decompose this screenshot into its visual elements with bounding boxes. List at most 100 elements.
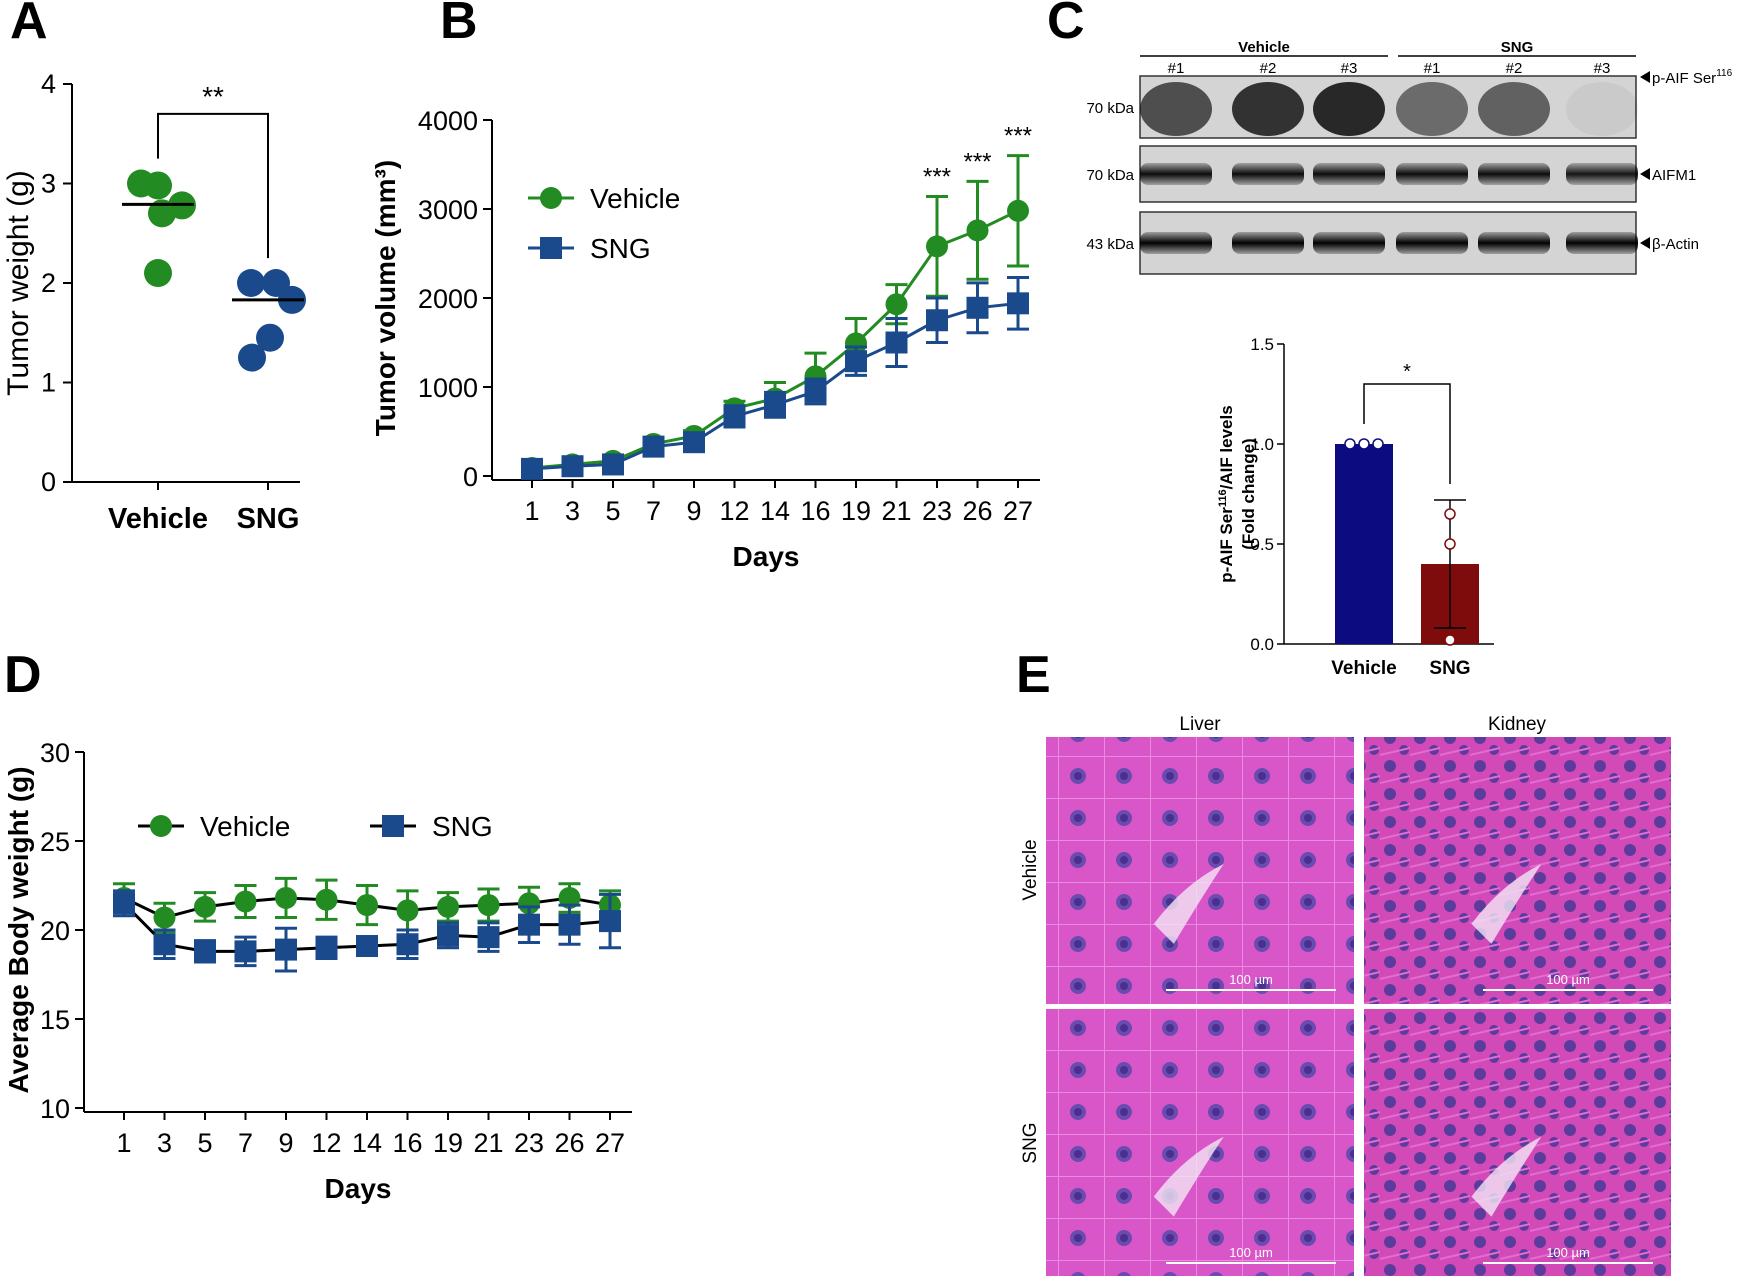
panel-letter-e: E [1016,646,1051,704]
x-tick-label: 19 [433,1128,463,1158]
data-point [477,894,500,917]
data-point [153,933,176,956]
blot-kda-label: 70 kDa [1086,167,1134,184]
blot-band [1566,82,1638,136]
y-axis-label-line1: p-AIF Ser116/AIF levels [1217,405,1236,582]
data-point [558,913,581,936]
histology-column-label: Liver [1179,714,1221,735]
y-tick-label: 10 [40,1094,70,1124]
x-tick-label: 27 [595,1128,625,1158]
y-tick-label: 3 [41,169,56,199]
y-tick-label: 4 [41,69,56,99]
histology-row-label: Vehicle [1020,839,1041,900]
y-tick-label: 30 [40,738,70,768]
x-axis-label: Days [325,1173,392,1204]
y-axis-label-tail: /AIF levels [1217,405,1236,489]
y-tick-label: 2000 [418,284,478,314]
scatter-point [237,269,265,297]
blot-band [1396,82,1468,136]
blot-band [1313,82,1385,136]
data-point [642,435,665,458]
data-point [194,940,216,963]
chart-b-tumor-volume: 0 1000 2000 3000 4000 1 3 5 7 9 12 14 16 19 21 23 26 27 Da… [370,106,1040,572]
y-tick-label: 0.0 [1250,635,1274,654]
data-point [1007,292,1029,315]
x-tick-label: SNG [237,503,300,535]
data-point [477,926,500,949]
scatter-point [238,343,266,372]
legend-marker [540,237,562,259]
histology-column-label: Kidney [1488,714,1547,735]
data-point [315,888,338,911]
data-point [966,219,989,242]
blot-membrane [1139,145,1637,203]
blot-band [1313,163,1385,185]
blot-band [1478,232,1550,254]
significance-label: * [1403,361,1411,383]
x-tick-label: 3 [565,496,580,526]
blot-lane-label: #1 [1168,60,1185,77]
data-point [926,235,948,258]
blot-lane-label: #3 [1341,60,1358,77]
micrograph-vessel [1153,863,1224,944]
legend-label: Vehicle [200,811,290,842]
significance-label: *** [1004,123,1032,150]
bar-data-point [1444,634,1456,646]
x-tick-label: 5 [605,496,620,526]
data-point [153,906,176,929]
y-tick-label: 4000 [418,106,478,136]
blot-band [1232,232,1304,254]
bar-data-point [1372,438,1384,450]
blot-band [1478,163,1550,185]
data-point [683,431,705,454]
blot-band [1566,232,1638,254]
legend-marker [150,815,172,837]
blot-band [1313,232,1385,254]
x-tick-label: 1 [116,1128,131,1158]
data-point [356,894,378,917]
data-point [558,886,581,909]
x-tick-label: 27 [1003,496,1033,526]
blot-lane-label: #2 [1260,60,1277,77]
data-point [966,296,989,319]
x-tick-label: 14 [352,1128,382,1158]
legend-label: SNG [432,811,493,842]
data-point [396,933,419,956]
y-axis-label: Tumor weight (g) [2,170,35,396]
micrograph-vessel [1471,863,1542,944]
y-tick-label: 1 [41,368,56,398]
y-tick-label: 1.0 [1250,435,1274,454]
data-point [804,380,827,403]
kidney-micrograph [1364,1009,1671,1276]
x-tick-label: 26 [554,1128,584,1158]
data-point [845,332,867,355]
chart-a-tumor-weight: 0 1 2 3 4 Tumor weight (g) Vehicle SNG ** [2,69,306,535]
data-point [396,899,419,922]
x-tick-label: 9 [686,496,701,526]
x-tick-label: 23 [922,496,952,526]
y-tick-label: 15 [40,1005,70,1035]
data-point [561,455,584,478]
y-tick-label: 0 [41,467,56,497]
blot-band-label-sup: 116 [1716,68,1732,79]
scale-bar-label: 100 µm [1229,972,1273,987]
data-point [315,936,338,959]
legend-label: SNG [590,233,651,264]
data-point [1007,199,1029,222]
significance-bracket [1363,383,1451,484]
y-tick-label: 0.5 [1250,535,1274,554]
panel-letter-c: C [1047,0,1085,50]
data-point [356,935,378,958]
blot-band [1478,82,1550,136]
blot-lane-label: #2 [1506,60,1523,77]
data-point [602,453,624,476]
blot-kda-label: 43 kDa [1086,236,1134,253]
data-point [437,895,459,918]
blot-arrow-icon [1640,168,1650,180]
blot-lane-label: #1 [1424,60,1441,77]
liver-micrograph [1046,737,1354,1004]
x-tick-label: 12 [719,496,749,526]
panel-letter-d: D [4,646,42,704]
histology-row-label: SNG [1020,1122,1041,1163]
